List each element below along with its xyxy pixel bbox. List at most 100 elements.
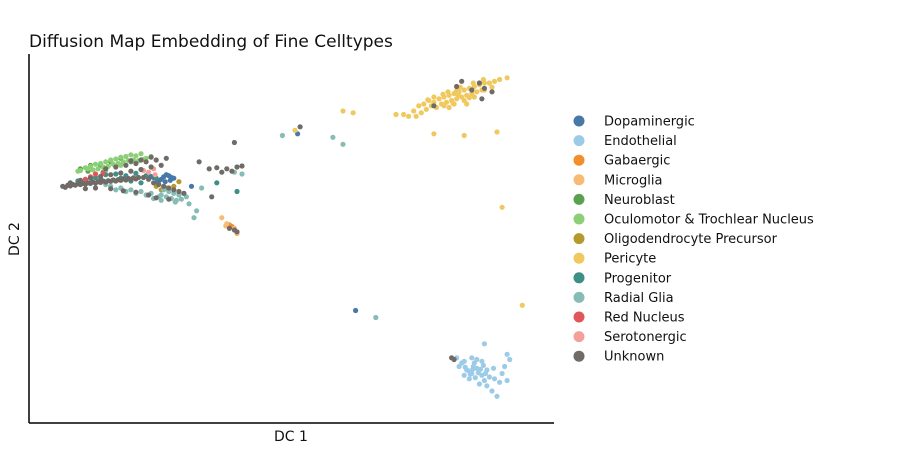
legend-label: Gabaergic [604, 154, 670, 169]
data-point [133, 153, 139, 159]
data-point [87, 175, 94, 181]
legend-label: Pericyte [604, 252, 656, 267]
legend-item: Radial Glia [573, 291, 674, 306]
data-point [421, 101, 427, 107]
data-point [214, 165, 220, 171]
data-point [481, 341, 487, 347]
y-axis-label: DC 2 [7, 222, 23, 256]
data-point [178, 196, 184, 202]
legend-marker [573, 311, 585, 323]
legend-marker [573, 174, 585, 186]
data-point [484, 383, 490, 389]
data-point [87, 180, 94, 186]
data-point [477, 366, 483, 372]
data-point [470, 366, 476, 372]
data-point [454, 83, 460, 90]
data-point [151, 180, 157, 186]
data-point [491, 376, 498, 382]
data-point [67, 180, 73, 186]
data-point [497, 76, 503, 83]
legend-item: Endothelial [573, 134, 677, 149]
data-point [350, 110, 356, 116]
data-point [353, 307, 359, 314]
data-point [416, 103, 422, 109]
data-point [461, 372, 467, 378]
data-point [476, 80, 482, 86]
data-point [133, 160, 139, 167]
legend-label: Endothelial [604, 134, 677, 149]
data-point [113, 156, 119, 162]
data-point [461, 358, 467, 364]
data-point [486, 80, 492, 86]
data-point [219, 169, 225, 175]
data-point [138, 151, 144, 157]
data-point [446, 104, 452, 111]
data-point [461, 87, 467, 93]
legend-marker [573, 331, 585, 343]
data-point [481, 377, 487, 384]
legend-label: Dopaminergic [604, 115, 695, 130]
data-point [75, 168, 81, 174]
data-point [172, 199, 178, 205]
data-point [85, 166, 91, 172]
data-point [156, 181, 162, 188]
legend-label: Oligodendrocyte Precursor [604, 232, 778, 247]
data-point [297, 124, 303, 130]
legend-item: Serotonergic [573, 330, 687, 345]
data-point [489, 89, 495, 95]
legend-item: Oculomotor & Trochlear Nucleus [573, 213, 814, 228]
data-point [133, 189, 139, 195]
data-point [158, 197, 164, 203]
legend-item: Gabaergic [573, 154, 670, 169]
data-point [469, 87, 475, 93]
data-point [292, 127, 298, 133]
data-point [418, 110, 424, 116]
data-point [373, 314, 379, 321]
data-point [133, 176, 139, 182]
data-point [504, 351, 510, 357]
data-point [140, 174, 147, 181]
data-point [466, 95, 472, 101]
data-point [490, 365, 497, 371]
data-point [98, 173, 104, 180]
data-point [113, 187, 119, 193]
data-point [103, 159, 109, 165]
data-point [464, 101, 470, 107]
legend-label: Serotonergic [604, 330, 687, 345]
data-point [470, 80, 476, 86]
data-point [123, 177, 129, 183]
points-layer [60, 75, 525, 399]
data-point [82, 181, 88, 187]
data-point [176, 188, 182, 195]
legend-marker [573, 252, 585, 264]
legend-marker [573, 233, 585, 245]
data-point [482, 370, 488, 377]
data-point [123, 153, 129, 160]
legend-item: Unknown [573, 350, 664, 365]
data-point [146, 169, 152, 175]
data-point [411, 108, 417, 114]
data-point [481, 85, 487, 91]
data-point [176, 179, 182, 185]
data-point [474, 356, 480, 363]
data-point [148, 154, 154, 160]
legend-label: Oculomotor & Trochlear Nucleus [604, 213, 814, 228]
data-point [340, 141, 346, 147]
data-point [171, 187, 177, 193]
data-point [196, 159, 202, 165]
data-point [214, 180, 220, 186]
data-point [461, 132, 467, 139]
data-point [479, 358, 485, 364]
data-point [519, 302, 525, 308]
data-point [92, 185, 99, 191]
data-point [166, 185, 172, 191]
data-point [413, 113, 419, 119]
data-point [219, 215, 225, 221]
data-point [120, 188, 126, 194]
data-point [466, 376, 472, 382]
legend-label: Microglia [604, 173, 662, 188]
data-point [128, 187, 134, 193]
legend-marker [573, 135, 585, 147]
data-point [82, 186, 88, 192]
data-point [504, 75, 510, 81]
